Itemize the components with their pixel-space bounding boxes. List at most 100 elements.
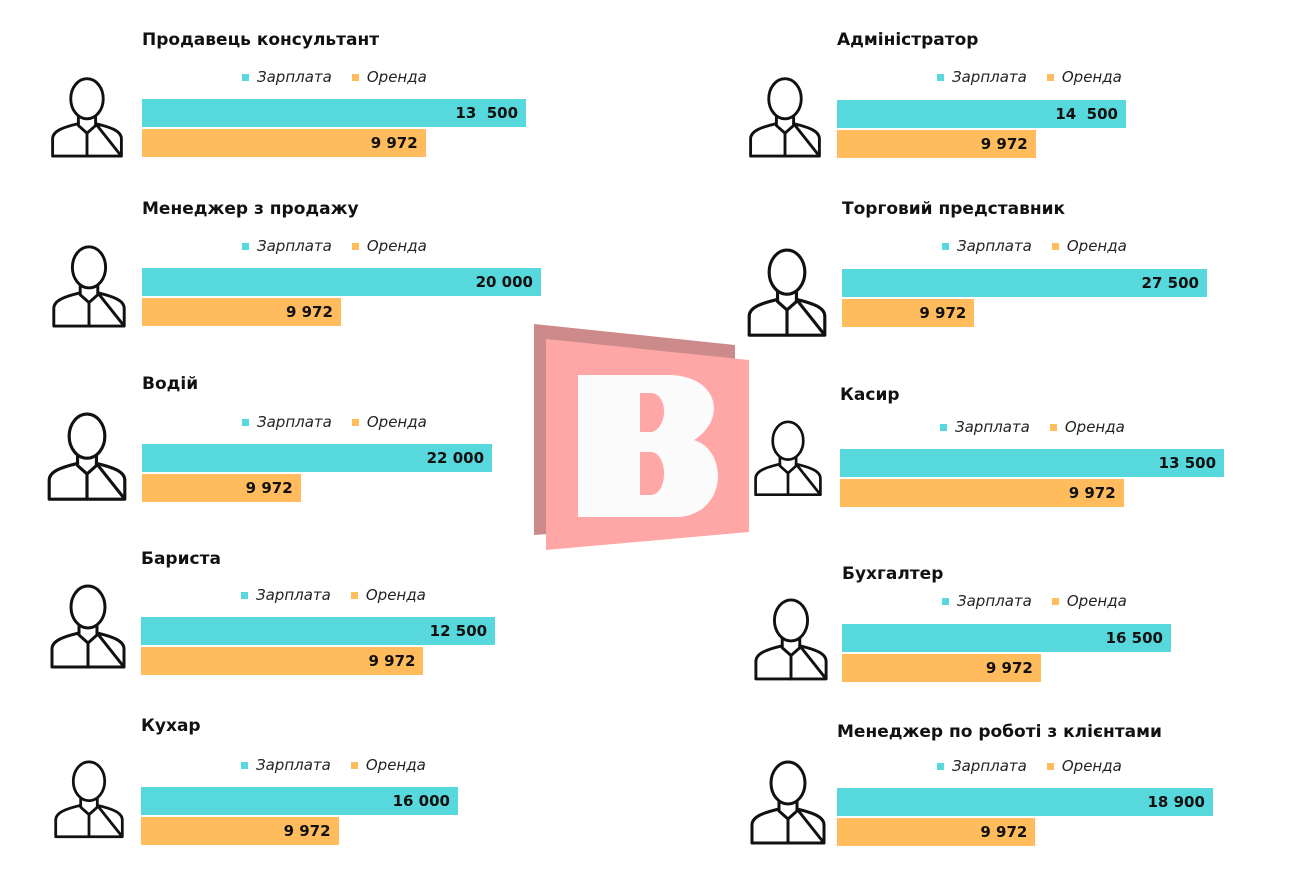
bar-value-label: 9 972	[980, 135, 1028, 153]
legend-label-salary: Зарплата	[952, 68, 1027, 86]
bar-salary: 14 500	[837, 100, 1126, 128]
bar-salary: 20 000	[142, 268, 541, 296]
legend-item-rent: Оренда	[351, 237, 427, 255]
bar-salary: 12 500	[141, 617, 496, 645]
legend-swatch-rent	[1051, 597, 1059, 605]
bar-salary: 27 500	[842, 269, 1207, 297]
chart-title: Касир	[840, 385, 900, 405]
legend-item-rent: Оренда	[1046, 757, 1122, 775]
bar-salary: 16 000	[141, 787, 458, 815]
legend-item-rent: Оренда	[1051, 592, 1127, 610]
logo-letter-b	[578, 375, 718, 517]
chart-legend: Зарплата Оренда	[241, 756, 446, 774]
driver-icon	[47, 412, 127, 501]
chart-legend: Зарплата Оренда	[942, 237, 1147, 255]
legend-label-rent: Оренда	[1066, 237, 1127, 255]
legend-label-rent: Оренда	[1061, 757, 1122, 775]
bar-value-label: 9 972	[985, 659, 1033, 677]
legend-swatch-salary	[242, 73, 249, 81]
chart-legend: Зарплата Оренда	[942, 592, 1147, 610]
legend-item-rent: Оренда	[1046, 68, 1122, 86]
bar-rent: 9 972	[842, 654, 1041, 682]
legend-swatch-rent	[1046, 762, 1054, 770]
bar-value-label: 12 500	[429, 622, 488, 640]
legend-label-salary: Зарплата	[955, 418, 1030, 436]
barista-icon	[50, 584, 126, 669]
cook-icon	[54, 760, 124, 839]
legend-swatch-rent	[1051, 242, 1059, 250]
legend-swatch-salary	[942, 597, 949, 605]
legend-item-salary: Зарплата	[937, 68, 1027, 86]
bar-value-label: 9 972	[1068, 484, 1116, 502]
bar-rent: 9 972	[142, 129, 426, 157]
chart-title: Бухгалтер	[842, 564, 944, 584]
legend-item-salary: Зарплата	[241, 756, 331, 774]
legend-swatch-rent	[350, 591, 358, 599]
bar-value-label: 13 500	[455, 104, 519, 122]
bar-value-label: 9 972	[245, 479, 293, 497]
chart-title: Водій	[142, 374, 199, 394]
bar-value-label: 20 000	[475, 273, 533, 291]
legend-label-rent: Оренда	[1066, 592, 1127, 610]
chart-legend: Зарплата Оренда	[242, 68, 447, 86]
legend-label-rent: Оренда	[1061, 68, 1122, 86]
legend-label-salary: Зарплата	[957, 237, 1032, 255]
chart-title: Менеджер по роботі з клієнтами	[837, 722, 1162, 742]
bar-value-label: 9 972	[368, 652, 416, 670]
legend-swatch-salary	[942, 242, 949, 250]
chart-legend: Зарплата Оренда	[241, 586, 446, 604]
bar-value-label: 16 000	[392, 792, 450, 810]
chart-legend: Зарплата Оренда	[242, 413, 447, 431]
chart-title: Кухар	[141, 716, 201, 736]
legend-swatch-rent	[351, 242, 359, 250]
bar-rent: 9 972	[842, 299, 975, 327]
legend-item-salary: Зарплата	[940, 418, 1030, 436]
bar-value-label: 27 500	[1141, 274, 1199, 292]
bar-value-label: 9 972	[283, 822, 331, 840]
legend-label-rent: Оренда	[366, 237, 427, 255]
legend-label-salary: Зарплата	[952, 757, 1027, 775]
bar-value-label: 9 972	[285, 303, 333, 321]
chart-legend: Зарплата Оренда	[937, 757, 1142, 775]
bar-rent: 9 972	[141, 647, 424, 675]
cashier-icon	[754, 420, 822, 497]
legend-label-rent: Оренда	[1064, 418, 1125, 436]
legend-swatch-salary	[241, 761, 248, 769]
chart-title: Торговий представник	[842, 199, 1066, 219]
accountant-icon	[754, 598, 828, 681]
bar-rent: 9 972	[142, 298, 341, 326]
legend-swatch-salary	[241, 591, 248, 599]
bar-value-label: 9 972	[919, 304, 967, 322]
legend-label-rent: Оренда	[365, 756, 426, 774]
legend-item-salary: Зарплата	[942, 592, 1032, 610]
sales-rep-icon	[747, 248, 827, 337]
legend-swatch-rent	[351, 73, 359, 81]
legend-label-rent: Оренда	[366, 413, 427, 431]
legend-swatch-salary	[242, 418, 249, 426]
legend-label-salary: Зарплата	[957, 592, 1032, 610]
administrator-icon	[749, 77, 821, 158]
legend-item-rent: Оренда	[350, 586, 426, 604]
legend-swatch-rent	[350, 761, 358, 769]
legend-label-salary: Зарплата	[256, 756, 331, 774]
legend-swatch-rent	[1049, 423, 1057, 431]
bar-rent: 9 972	[840, 479, 1124, 507]
chart-title: Бариста	[141, 549, 221, 569]
legend-label-salary: Зарплата	[257, 237, 332, 255]
saleswoman-icon	[51, 77, 123, 158]
bar-salary: 13 500	[840, 449, 1225, 477]
bar-rent: 9 972	[837, 130, 1036, 158]
legend-item-salary: Зарплата	[242, 68, 332, 86]
chart-title: Менеджер з продажу	[142, 199, 359, 219]
legend-item-salary: Зарплата	[942, 237, 1032, 255]
bar-rent: 9 972	[141, 817, 339, 845]
bar-salary: 18 900	[837, 788, 1213, 816]
legend-swatch-rent	[1046, 73, 1054, 81]
legend-item-rent: Оренда	[1051, 237, 1127, 255]
legend-item-salary: Зарплата	[241, 586, 331, 604]
legend-label-salary: Зарплата	[256, 586, 331, 604]
legend-swatch-salary	[242, 242, 249, 250]
bar-value-label: 9 972	[370, 134, 418, 152]
legend-item-rent: Оренда	[351, 68, 427, 86]
chart-legend: Зарплата Оренда	[937, 68, 1142, 86]
